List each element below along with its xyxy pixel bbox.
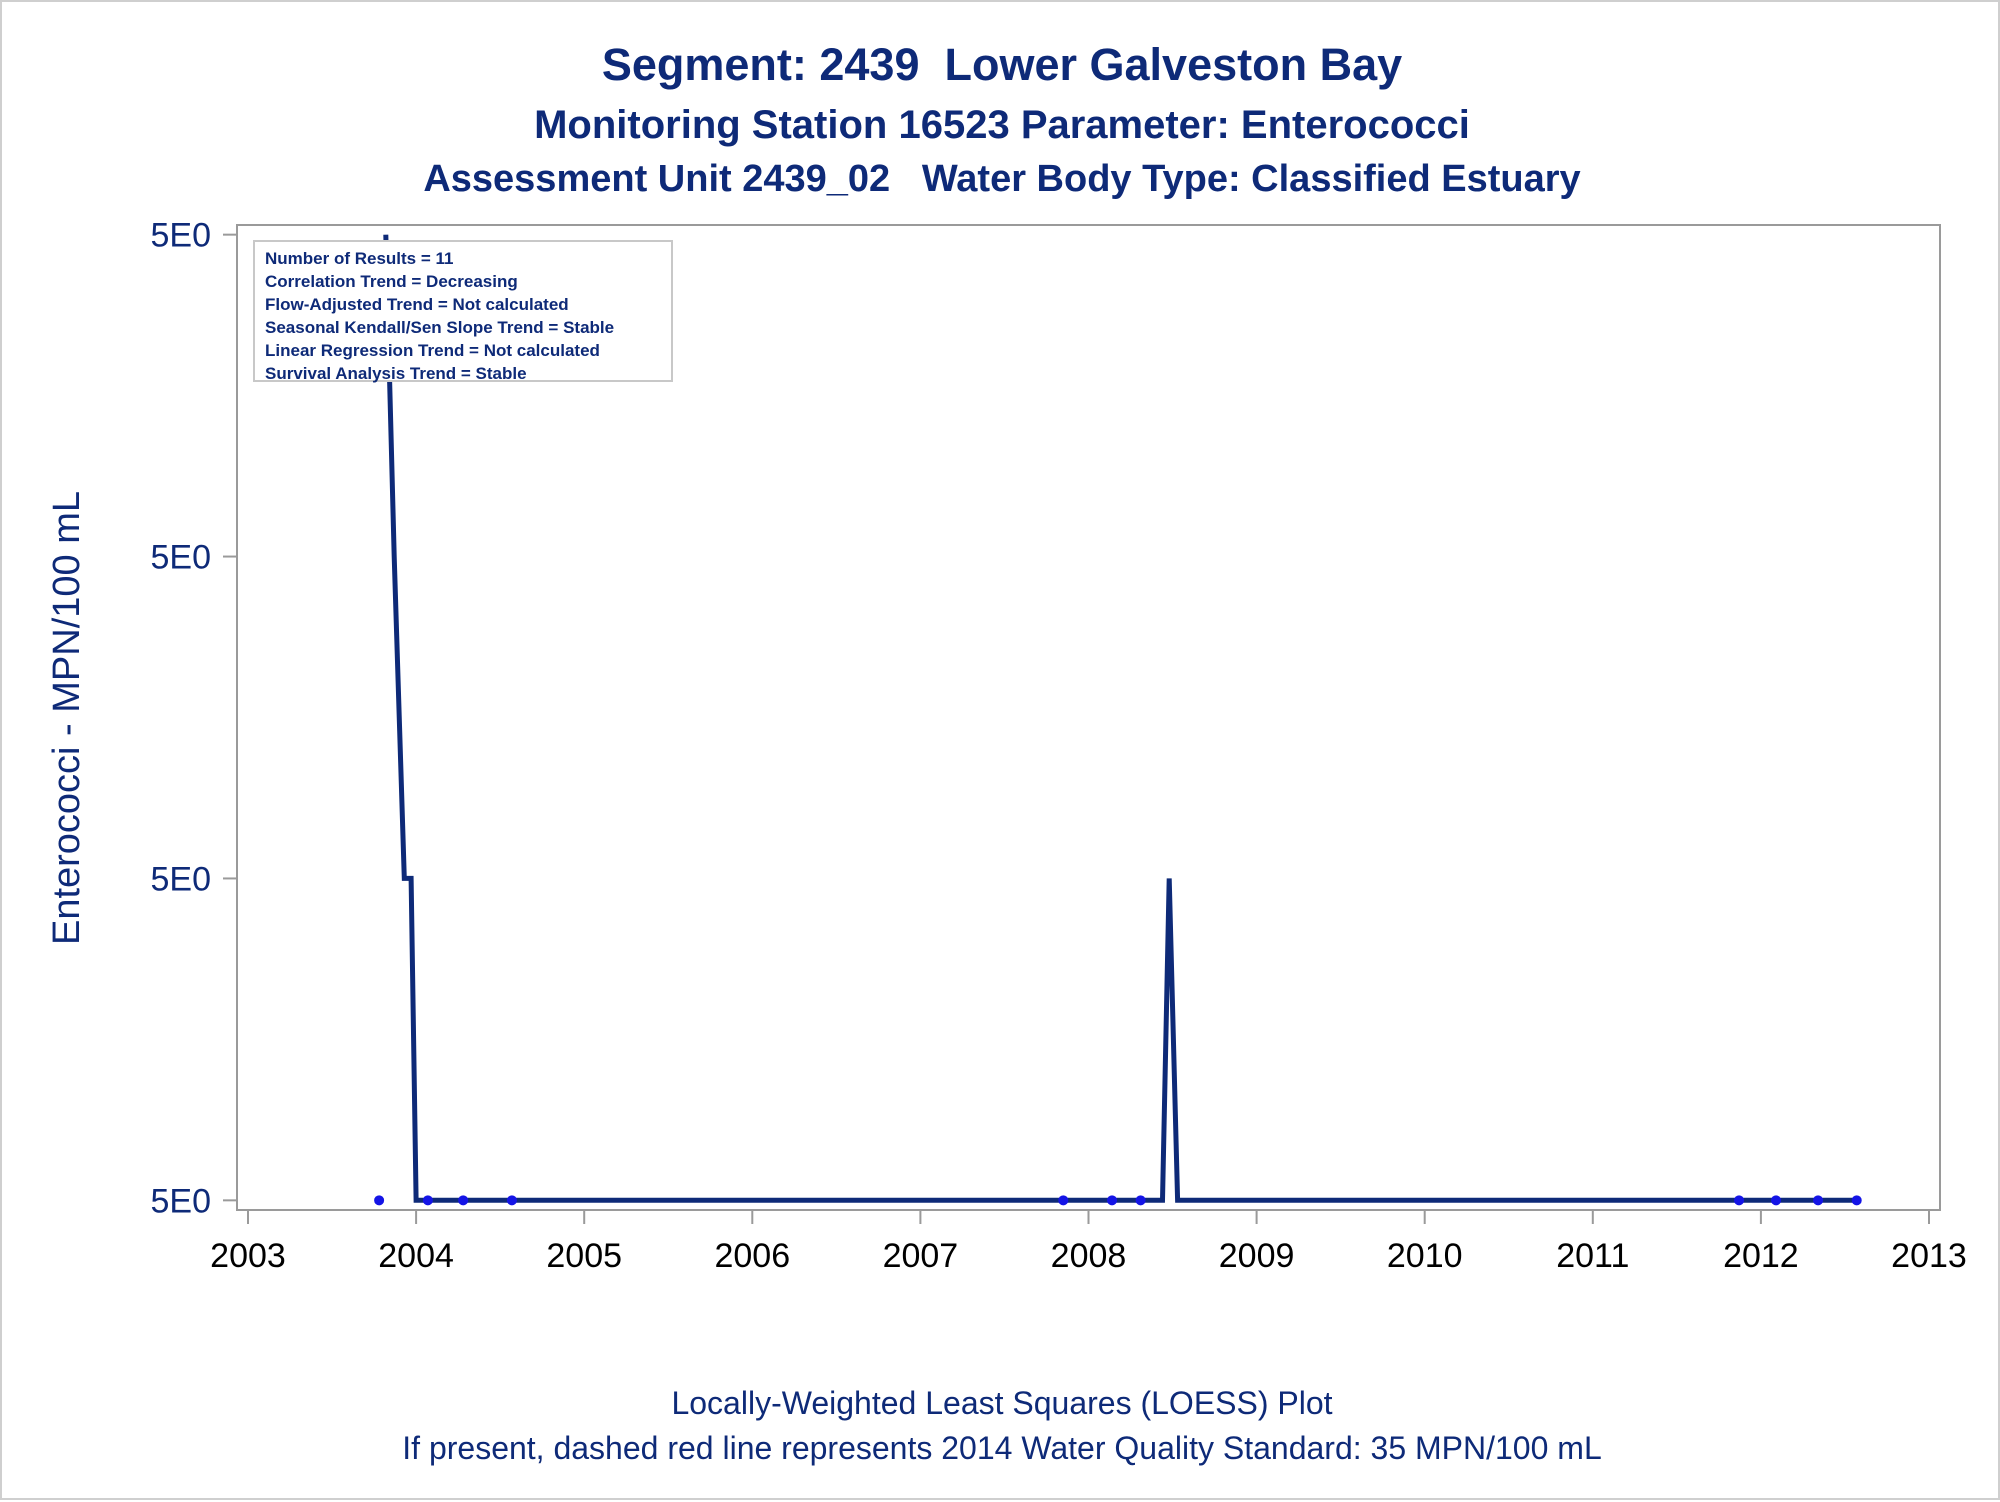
observation-point: [1813, 1195, 1824, 1206]
x-tick-label: 2009: [1219, 1237, 1295, 1275]
observation-point: [422, 1195, 433, 1206]
stats-line: Number of Results = 11: [265, 249, 454, 268]
x-tick-label: 2003: [210, 1237, 286, 1275]
observation-point: [374, 1195, 385, 1206]
y-tick-label: 5E0: [151, 860, 212, 898]
stats-line: Linear Regression Trend = Not calculated: [265, 341, 600, 360]
chart-subtitle-2: Assessment Unit 2439_02 Water Body Type:…: [423, 158, 1581, 200]
x-tick-label: 2007: [883, 1237, 959, 1275]
observation-point: [1107, 1195, 1118, 1206]
x-tick-label: 2006: [714, 1237, 790, 1275]
trend-stats-box: Number of Results = 11 Correlation Trend…: [253, 240, 673, 383]
footnote-2: If present, dashed red line represents 2…: [402, 1430, 1602, 1466]
stats-line: Flow-Adjusted Trend = Not calculated: [265, 295, 569, 314]
observation-point: [1058, 1195, 1069, 1206]
observation-point: [1771, 1195, 1782, 1206]
stats-line: Survival Analysis Trend = Stable: [265, 364, 527, 383]
observation-point: [506, 1195, 517, 1206]
x-tick-label: 2011: [1556, 1237, 1629, 1275]
observation-point: [1135, 1195, 1146, 1206]
chart-subtitle: Monitoring Station 16523 Parameter: Ente…: [534, 103, 1470, 147]
stats-line: Correlation Trend = Decreasing: [265, 272, 518, 291]
y-axis-label: Enterococci - MPN/100 mL: [46, 491, 88, 945]
x-tick-label: 2013: [1891, 1237, 1967, 1275]
y-tick-label: 5E0: [151, 539, 212, 577]
y-tick-label: 5E0: [151, 217, 212, 255]
x-tick-label: 2005: [546, 1237, 622, 1275]
observation-point: [458, 1195, 469, 1206]
y-tick-label: 5E0: [151, 1182, 212, 1220]
chart-title: Segment: 2439 Lower Galveston Bay: [601, 39, 1403, 90]
x-tick-label: 2004: [378, 1237, 454, 1275]
x-tick-label: 2010: [1387, 1237, 1463, 1275]
observation-point: [1851, 1195, 1862, 1206]
stats-line: Seasonal Kendall/Sen Slope Trend = Stabl…: [265, 318, 615, 337]
footnote-1: Locally-Weighted Least Squares (LOESS) P…: [671, 1385, 1333, 1421]
x-tick-label: 2012: [1723, 1237, 1799, 1275]
x-tick-label: 2008: [1051, 1237, 1127, 1275]
observation-point: [1734, 1195, 1745, 1206]
